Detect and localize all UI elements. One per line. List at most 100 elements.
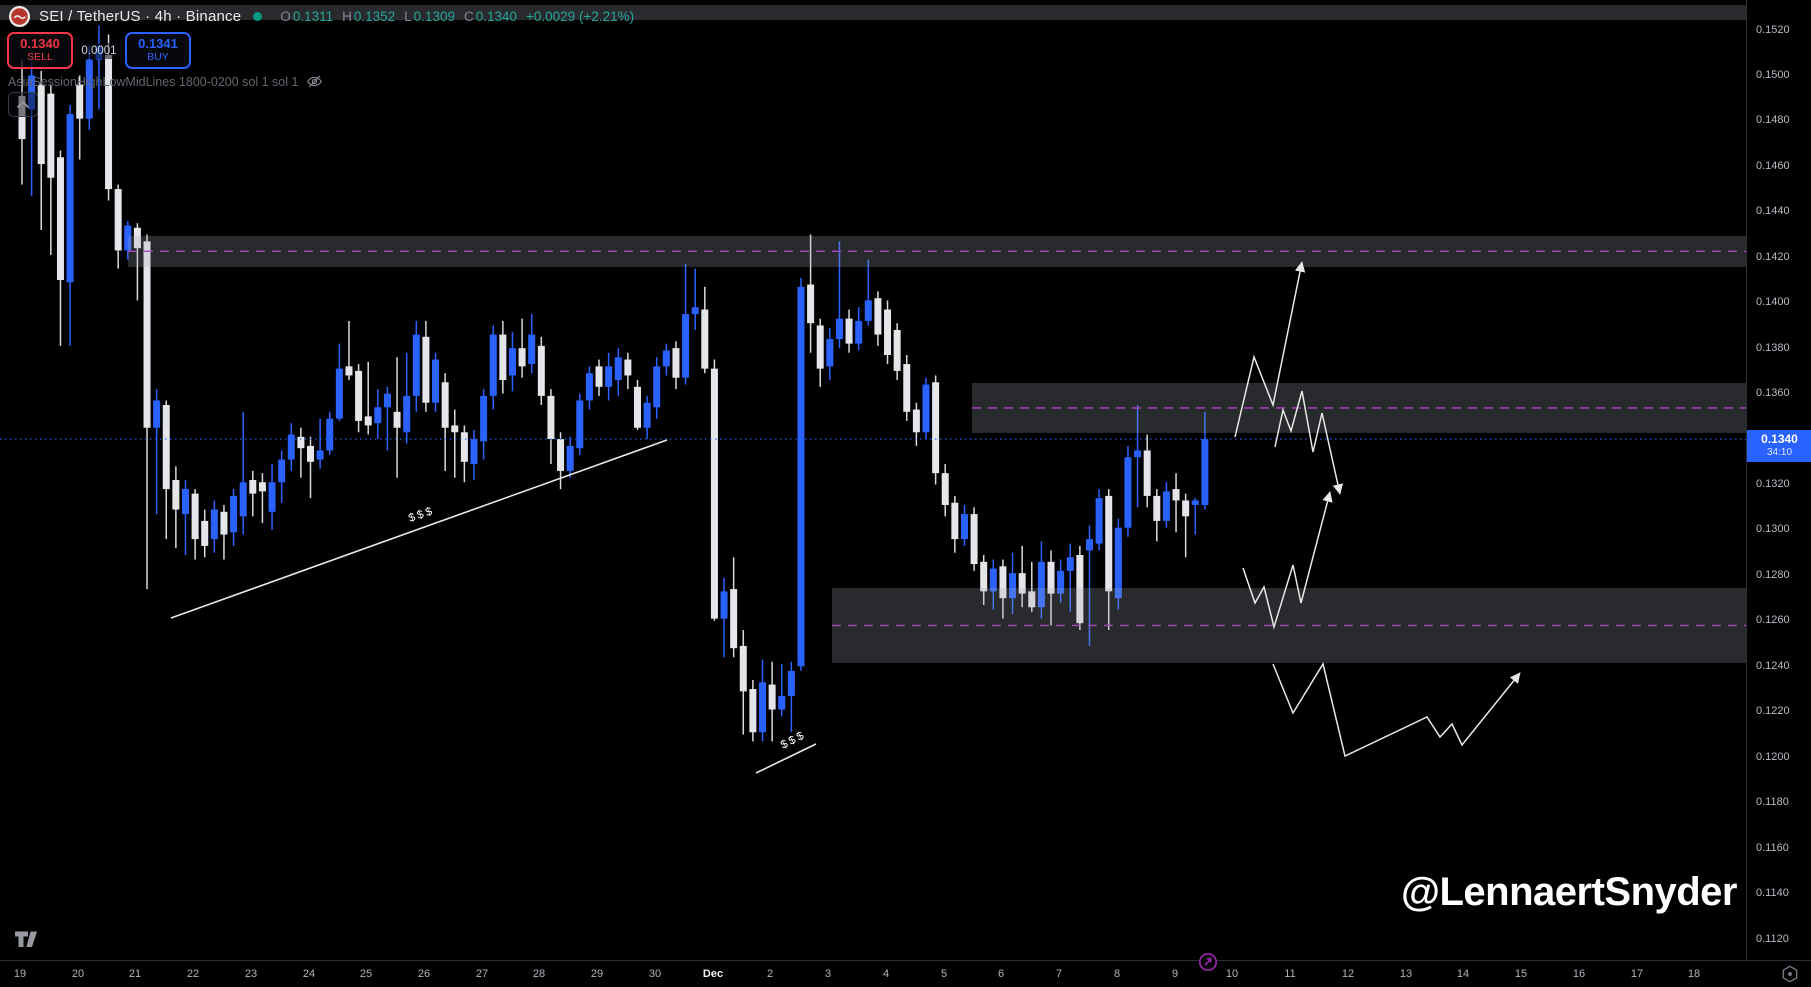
candle-body [287, 434, 295, 460]
change-value: +0.0029 (+2.21%) [526, 9, 635, 24]
candle-body [66, 114, 74, 283]
indicator-name[interactable]: AsiaSessionHighLowMidLines 1800-0200 sol… [8, 74, 299, 89]
candle-body [1182, 500, 1190, 517]
money-label: $$$ [407, 505, 436, 525]
open-key: O [280, 9, 291, 24]
candle-body [37, 84, 45, 165]
candle-body [787, 670, 795, 696]
time-tick: 23 [244, 968, 258, 980]
candle-body [258, 482, 266, 492]
candle-body [884, 309, 892, 355]
candle-body [191, 493, 199, 540]
close-value: 0.1340 [475, 9, 518, 24]
candle-body [1143, 450, 1151, 496]
candle-body [951, 502, 959, 540]
time-tick: 25 [359, 968, 373, 980]
legend-collapse-button[interactable] [8, 92, 38, 117]
candle-body [345, 366, 353, 376]
time-tick: 12 [1341, 968, 1355, 980]
price-axis[interactable]: 0.1520 0.1500 0.1480 0.1460 0.1440 0.1420 0.14… [1746, 0, 1811, 960]
candle-body [1057, 570, 1065, 594]
candle-body [268, 482, 276, 512]
candle-body [1018, 573, 1026, 594]
price-tick: 0.1360 [1756, 387, 1790, 400]
price-tick: 0.1260 [1756, 614, 1790, 627]
candle-body [1114, 527, 1122, 599]
candle-body [76, 84, 84, 119]
time-tick: 15 [1514, 968, 1528, 980]
candle-body [701, 309, 709, 369]
candle-body [1095, 498, 1103, 544]
candle-body [1085, 539, 1093, 551]
candle-body [595, 366, 603, 387]
sell-price: 0.1340 [20, 36, 60, 52]
candle-body [989, 568, 997, 592]
candle-body [970, 514, 978, 565]
price-tick: 0.1180 [1756, 796, 1789, 809]
projection-arrow [1242, 491, 1333, 630]
candle-body [383, 393, 391, 408]
candle-body [1028, 591, 1036, 608]
sell-button[interactable]: 0.1340 SELL [7, 32, 73, 69]
event-marker-icon[interactable] [1198, 952, 1218, 972]
ohlc-readout: O 0.1311 H 0.1352 L 0.1309 C 0.1340 +0.0029 … [280, 9, 634, 24]
candle-body [537, 345, 545, 396]
tradingview-logo[interactable] [14, 930, 42, 949]
candle-body [114, 189, 122, 251]
candle-body [422, 336, 430, 403]
price-tick: 0.1440 [1756, 205, 1790, 218]
candle-body [566, 445, 574, 471]
candle-body [181, 489, 189, 515]
time-tick: 21 [128, 968, 142, 980]
candle-body [624, 359, 632, 376]
symbol-title[interactable]: SEI / TetherUS · 4h · Binance [39, 8, 242, 25]
low-value: 0.1309 [413, 9, 455, 24]
time-axis[interactable]: 19 20 21 22 23 24 25 26 27 28 29 30 Dec 2 3 4 5 6 7 8 9 10 11 1… [0, 952, 1811, 987]
candle-body [557, 439, 565, 471]
candle-body [768, 684, 776, 710]
candle-body [56, 157, 64, 280]
price-tick: 0.1120 [1756, 932, 1789, 945]
candle-body [201, 520, 209, 546]
zone-box [0, 5, 1746, 21]
price-tick: 0.1400 [1756, 296, 1790, 309]
buy-button[interactable]: 0.1341 BUY [125, 32, 191, 69]
candle-body [47, 93, 55, 178]
candle-body [1009, 573, 1017, 599]
candle-body [210, 509, 218, 540]
candle-body [1153, 495, 1161, 521]
chevron-up-icon [16, 100, 30, 109]
candle-body [691, 307, 699, 315]
candle-body [162, 404, 170, 490]
candle-body [759, 682, 767, 733]
price-tick: 0.1300 [1756, 523, 1790, 536]
candle-body [1201, 439, 1209, 505]
time-tick: 3 [824, 968, 832, 980]
candle-body [605, 366, 613, 387]
candle-body [749, 689, 757, 733]
candle-body [307, 445, 315, 462]
price-tick: 0.1160 [1756, 841, 1789, 854]
low-key: L [404, 9, 412, 24]
candle-body [845, 318, 853, 344]
indicator-legend[interactable]: AsiaSessionHighLowMidLines 1800-0200 sol… [8, 74, 323, 89]
spread-value: 0.0001 [75, 42, 123, 59]
time-tick: 9 [1171, 968, 1179, 980]
time-tick: 29 [590, 968, 604, 980]
candle-body [797, 286, 805, 667]
price-tick: 0.1240 [1756, 659, 1790, 672]
candle-body [480, 395, 488, 442]
axis-settings-gear-icon[interactable] [1781, 965, 1799, 983]
projection-arrow [1274, 390, 1344, 495]
candle-body [643, 402, 651, 428]
money-label: $$$ [779, 729, 808, 752]
market-status-dot[interactable] [253, 12, 263, 21]
candle-body [672, 348, 680, 378]
candle-body [124, 225, 132, 251]
price-tick: 0.1140 [1756, 887, 1789, 900]
eye-hidden-icon[interactable] [306, 74, 323, 89]
chart-canvas[interactable]: $$$ $$$ [0, 0, 1746, 960]
buy-label: BUY [147, 50, 169, 63]
